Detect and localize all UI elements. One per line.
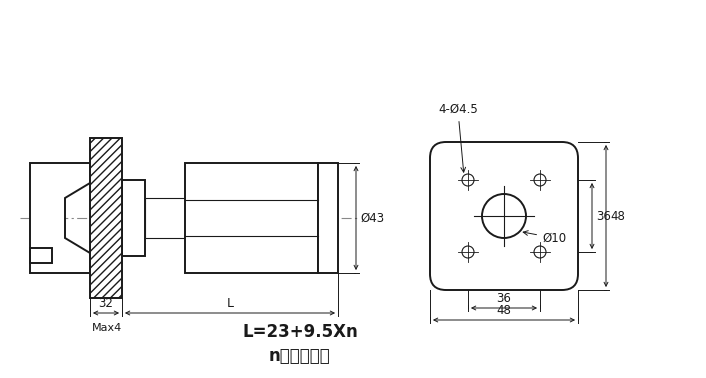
Bar — [122, 180, 145, 256]
Text: L: L — [227, 297, 234, 310]
Text: L=23+9.5Xn: L=23+9.5Xn — [242, 323, 358, 341]
Text: 36: 36 — [496, 292, 511, 305]
Bar — [90, 138, 122, 298]
Text: 48: 48 — [610, 209, 625, 223]
Text: 4-Ø4.5: 4-Ø4.5 — [438, 103, 478, 172]
Polygon shape — [30, 163, 90, 273]
Text: Ø10: Ø10 — [523, 231, 566, 245]
Bar — [185, 163, 318, 273]
Text: n－开关层数: n－开关层数 — [269, 347, 331, 365]
FancyBboxPatch shape — [430, 142, 578, 290]
Text: Ø43: Ø43 — [360, 212, 384, 225]
Bar — [90, 138, 122, 298]
Text: 36: 36 — [596, 209, 611, 223]
Bar — [318, 163, 338, 273]
Text: Max4: Max4 — [92, 323, 122, 333]
Text: 48: 48 — [496, 304, 511, 317]
Bar — [145, 198, 185, 238]
Text: 32: 32 — [99, 297, 114, 310]
